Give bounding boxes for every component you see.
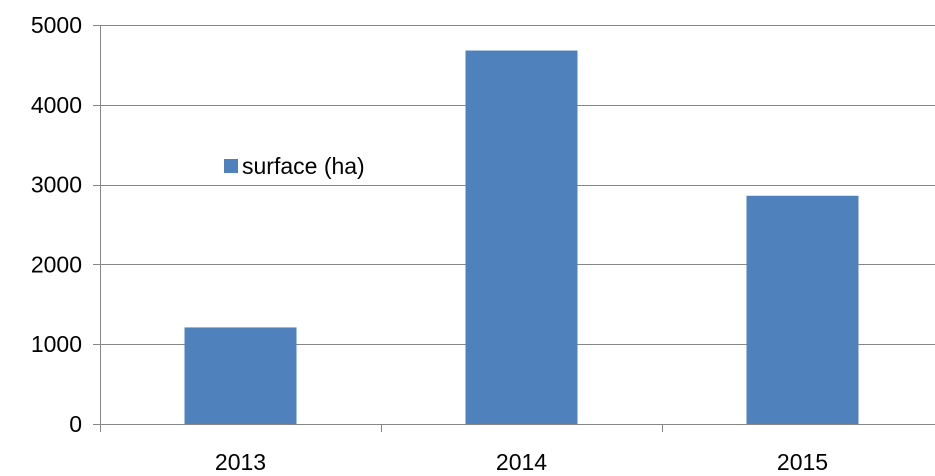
- y-tick-label: 1000: [31, 331, 82, 357]
- legend: surface (ha): [224, 153, 365, 179]
- x-tick-label: 2014: [496, 449, 547, 475]
- y-tick-label: 2000: [31, 251, 82, 277]
- legend-label: surface (ha): [242, 153, 365, 179]
- x-tick-labels: 2013 2014 2015: [215, 449, 828, 475]
- axes: [93, 25, 935, 432]
- x-tick-label: 2013: [215, 449, 266, 475]
- bar-2013: [184, 327, 297, 424]
- y-tick-label: 3000: [31, 172, 82, 198]
- bar-2015: [746, 195, 859, 424]
- bar-2014: [465, 50, 578, 424]
- legend-swatch: [224, 159, 238, 173]
- y-tick-label: 4000: [31, 92, 82, 118]
- y-tick-label: 5000: [31, 12, 82, 38]
- y-tick-label: 0: [69, 411, 82, 437]
- bars: [184, 50, 859, 424]
- y-tick-labels: 0 1000 2000 3000 4000 5000: [31, 12, 82, 437]
- x-tick-label: 2015: [777, 449, 828, 475]
